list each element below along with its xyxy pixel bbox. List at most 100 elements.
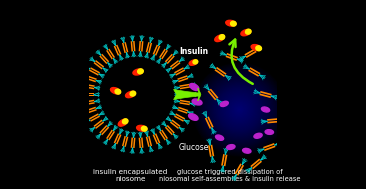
Polygon shape bbox=[94, 119, 102, 127]
Polygon shape bbox=[131, 41, 133, 52]
Ellipse shape bbox=[246, 29, 251, 34]
Polygon shape bbox=[227, 53, 238, 59]
Polygon shape bbox=[90, 115, 100, 122]
Polygon shape bbox=[221, 154, 225, 166]
Ellipse shape bbox=[111, 88, 120, 94]
Polygon shape bbox=[84, 100, 94, 103]
Ellipse shape bbox=[251, 45, 261, 51]
Polygon shape bbox=[175, 113, 185, 120]
Polygon shape bbox=[124, 42, 128, 53]
Ellipse shape bbox=[265, 130, 273, 134]
Polygon shape bbox=[153, 134, 158, 144]
Ellipse shape bbox=[261, 107, 270, 112]
Polygon shape bbox=[116, 134, 122, 144]
Ellipse shape bbox=[123, 119, 128, 124]
Polygon shape bbox=[139, 138, 141, 148]
Ellipse shape bbox=[133, 69, 143, 75]
Polygon shape bbox=[83, 95, 94, 96]
Polygon shape bbox=[139, 41, 141, 51]
Polygon shape bbox=[248, 70, 259, 77]
Ellipse shape bbox=[188, 114, 198, 120]
Polygon shape bbox=[89, 113, 99, 120]
Polygon shape bbox=[167, 55, 175, 64]
Polygon shape bbox=[141, 41, 143, 52]
Polygon shape bbox=[225, 55, 237, 61]
Polygon shape bbox=[180, 93, 191, 94]
Ellipse shape bbox=[227, 145, 235, 149]
Polygon shape bbox=[155, 46, 160, 56]
Polygon shape bbox=[171, 119, 180, 127]
Polygon shape bbox=[159, 131, 166, 140]
Polygon shape bbox=[177, 75, 187, 80]
Polygon shape bbox=[148, 136, 152, 146]
Polygon shape bbox=[259, 93, 271, 98]
Polygon shape bbox=[133, 138, 135, 148]
Polygon shape bbox=[141, 137, 143, 148]
Polygon shape bbox=[267, 121, 279, 123]
Ellipse shape bbox=[219, 35, 225, 40]
Ellipse shape bbox=[254, 133, 262, 138]
Polygon shape bbox=[95, 60, 104, 68]
Ellipse shape bbox=[256, 46, 261, 51]
Polygon shape bbox=[165, 54, 173, 62]
Polygon shape bbox=[177, 109, 187, 114]
Polygon shape bbox=[250, 159, 260, 167]
Polygon shape bbox=[205, 118, 211, 129]
Polygon shape bbox=[207, 116, 214, 128]
Polygon shape bbox=[235, 163, 242, 174]
Polygon shape bbox=[86, 107, 96, 112]
Polygon shape bbox=[106, 50, 113, 59]
Polygon shape bbox=[122, 136, 126, 146]
Polygon shape bbox=[178, 77, 188, 82]
Ellipse shape bbox=[141, 126, 147, 131]
Ellipse shape bbox=[216, 135, 224, 140]
Ellipse shape bbox=[226, 20, 236, 26]
Polygon shape bbox=[153, 45, 158, 55]
Polygon shape bbox=[224, 155, 227, 166]
Polygon shape bbox=[124, 136, 128, 147]
Text: Glucose: Glucose bbox=[178, 143, 209, 152]
Ellipse shape bbox=[215, 35, 224, 42]
Polygon shape bbox=[210, 145, 214, 156]
Polygon shape bbox=[216, 67, 227, 75]
Polygon shape bbox=[170, 60, 179, 68]
Polygon shape bbox=[114, 46, 119, 56]
Polygon shape bbox=[83, 93, 94, 94]
Polygon shape bbox=[208, 145, 212, 157]
Ellipse shape bbox=[193, 60, 198, 64]
Polygon shape bbox=[148, 43, 152, 53]
Polygon shape bbox=[86, 75, 97, 80]
Polygon shape bbox=[180, 95, 191, 96]
Polygon shape bbox=[94, 62, 102, 70]
Polygon shape bbox=[214, 69, 225, 77]
Polygon shape bbox=[95, 121, 104, 129]
Ellipse shape bbox=[126, 91, 135, 98]
Polygon shape bbox=[106, 130, 113, 139]
Polygon shape bbox=[161, 50, 168, 59]
Ellipse shape bbox=[192, 99, 202, 105]
Polygon shape bbox=[155, 133, 160, 143]
Polygon shape bbox=[263, 143, 274, 149]
Polygon shape bbox=[159, 49, 166, 58]
Ellipse shape bbox=[115, 89, 121, 94]
Polygon shape bbox=[114, 133, 119, 143]
Polygon shape bbox=[167, 125, 175, 134]
Polygon shape bbox=[99, 125, 107, 134]
Ellipse shape bbox=[189, 60, 198, 65]
Ellipse shape bbox=[138, 69, 143, 74]
Polygon shape bbox=[122, 43, 126, 53]
Polygon shape bbox=[260, 91, 272, 96]
Polygon shape bbox=[146, 136, 150, 147]
Polygon shape bbox=[131, 137, 133, 148]
Polygon shape bbox=[246, 51, 257, 58]
Polygon shape bbox=[179, 84, 190, 87]
Polygon shape bbox=[237, 165, 244, 176]
Polygon shape bbox=[250, 67, 260, 74]
Polygon shape bbox=[178, 107, 188, 112]
Ellipse shape bbox=[118, 119, 128, 126]
Ellipse shape bbox=[137, 125, 147, 131]
Ellipse shape bbox=[190, 84, 199, 91]
Polygon shape bbox=[86, 109, 97, 114]
Ellipse shape bbox=[241, 29, 251, 36]
Text: glucose triggered dissipation of
niosomal self-assemblies & insulin release: glucose triggered dissipation of niosoma… bbox=[159, 169, 300, 182]
